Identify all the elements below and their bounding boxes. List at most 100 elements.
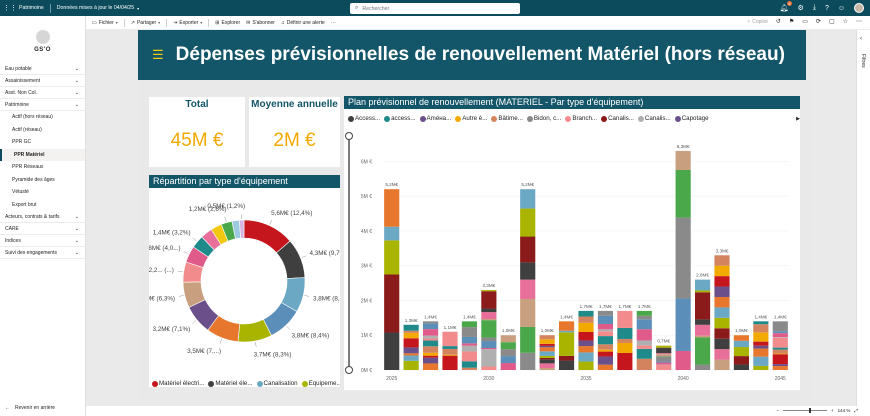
chevron-down-icon[interactable]: ▾: [137, 5, 140, 11]
bar-segment[interactable]: [617, 338, 633, 343]
bar-segment[interactable]: [461, 345, 478, 352]
menu-exporter[interactable]: ⇥ Exporter ▾: [173, 20, 202, 26]
filters-pane[interactable]: ‹ Filtres: [856, 30, 870, 406]
legend-item[interactable]: Canalis...: [637, 115, 671, 122]
bar-segment[interactable]: [656, 345, 672, 348]
bar-segment[interactable]: [520, 262, 536, 280]
bar-segment[interactable]: [539, 359, 555, 364]
stacked-bar-chart[interactable]: 0M € 1M € 2M € 3M € 4M € 5M € 6M € 5,2M€ 1,3M€ 1,…: [344, 124, 800, 390]
sidebar-item[interactable]: Asst. Non Col. ⌄: [0, 87, 85, 99]
bar-segment[interactable]: [558, 332, 575, 356]
bar-segment[interactable]: [422, 338, 439, 341]
legend-item[interactable]: Autre é...: [455, 115, 487, 122]
bar-segment[interactable]: [753, 321, 769, 325]
bar-segment[interactable]: [481, 291, 497, 309]
bar-segment[interactable]: [753, 332, 769, 342]
bar-segment[interactable]: [422, 329, 439, 336]
zoom-control[interactable]: − + 144 % ⤢: [776, 408, 858, 413]
bar-segment[interactable]: [500, 356, 516, 364]
bar-segment[interactable]: [675, 170, 691, 218]
bar-segment[interactable]: [772, 337, 788, 338]
bar-segment[interactable]: [656, 356, 672, 362]
bar-segment[interactable]: [617, 310, 633, 328]
bar-segment[interactable]: [422, 323, 439, 330]
kpi-average[interactable]: Moyenne annuelle 2M €: [249, 97, 340, 167]
bar-segment[interactable]: [422, 346, 439, 353]
bar-segment[interactable]: [500, 349, 516, 357]
bar-segment[interactable]: [694, 324, 711, 336]
bar-segment[interactable]: [733, 364, 750, 370]
chevron-left-icon[interactable]: ‹: [860, 36, 862, 42]
bar-segment[interactable]: [694, 292, 711, 320]
bar-segment[interactable]: [753, 324, 769, 333]
bar-segment[interactable]: [636, 329, 652, 341]
bar-segment[interactable]: [481, 347, 497, 350]
bar-segment[interactable]: [520, 236, 536, 263]
menu-alerte[interactable]: ♫ Définir une alerte: [281, 20, 325, 26]
bar-segment[interactable]: [597, 364, 614, 370]
zoom-slider[interactable]: [782, 408, 827, 413]
legend-item[interactable]: Access...: [348, 115, 380, 122]
more-icon[interactable]: ⋯: [856, 19, 862, 25]
bar-segment[interactable]: [578, 332, 594, 341]
bar-segment[interactable]: [694, 335, 711, 338]
bar-segment[interactable]: [558, 355, 575, 361]
bar-segment[interactable]: [578, 322, 594, 333]
reset-icon[interactable]: ↺: [775, 19, 781, 25]
sidebar-item[interactable]: Vétusté: [0, 186, 85, 199]
bar-segment[interactable]: [714, 276, 730, 287]
sidebar-item[interactable]: Acteurs, contrats & tarifs ⌄: [0, 211, 85, 223]
bar-segment[interactable]: [422, 363, 439, 370]
bar-segment[interactable]: [539, 357, 555, 360]
bar-segment[interactable]: [656, 364, 672, 370]
bar-segment[interactable]: [675, 298, 691, 351]
bar-segment[interactable]: [461, 336, 478, 344]
sidebar-item[interactable]: Actif (hors réseau): [0, 111, 85, 124]
bar-segment[interactable]: [481, 366, 497, 370]
bar-segment[interactable]: [520, 298, 536, 327]
bar-segment[interactable]: [694, 364, 711, 370]
copilot-button[interactable]: ✧ Copilot: [746, 18, 768, 25]
bar-segment[interactable]: [772, 347, 788, 350]
bar-legend[interactable]: Access... access... Améна... Autre é... Bâti…: [344, 113, 800, 124]
bar-segment[interactable]: [461, 367, 478, 370]
legend-item[interactable]: Equipeme...: [301, 380, 340, 387]
bar-segment[interactable]: [481, 341, 497, 348]
bar-segment[interactable]: [539, 351, 555, 356]
legend-next-icon[interactable]: ▶: [796, 115, 800, 122]
legend-item[interactable]: Bâtime...: [491, 115, 523, 122]
bar-segment[interactable]: [772, 364, 788, 367]
back-button[interactable]: ← Revenir en arrière: [5, 405, 55, 411]
bar-panel[interactable]: Plan prévisionnel de renouvellement (MAT…: [344, 96, 800, 390]
sidebar-item[interactable]: Actif (réseau): [0, 124, 85, 137]
bar-segment[interactable]: [481, 312, 497, 320]
bar-segment[interactable]: [636, 358, 652, 370]
bar-segment[interactable]: [539, 345, 555, 348]
bar-segment[interactable]: [384, 274, 400, 333]
bar-segment[interactable]: [403, 355, 419, 361]
bar-segment[interactable]: [714, 307, 730, 318]
bar-segment[interactable]: [694, 319, 711, 325]
bar-segment[interactable]: [694, 279, 711, 291]
avatar[interactable]: [854, 3, 864, 13]
sidebar-item[interactable]: PPR GC: [0, 136, 85, 149]
bar-segment[interactable]: [539, 339, 555, 344]
sidebar-item[interactable]: Export brut: [0, 199, 85, 212]
bar-segment[interactable]: [422, 357, 439, 364]
bar-segment[interactable]: [656, 348, 672, 354]
bar-segment[interactable]: [597, 344, 614, 350]
legend-item[interactable]: Bidon, c...: [526, 115, 561, 122]
bar-segment[interactable]: [597, 329, 614, 332]
bar-segment[interactable]: [772, 337, 788, 348]
gear-icon[interactable]: ⚙: [797, 5, 804, 12]
view-icon[interactable]: ▭: [802, 19, 808, 25]
bar-segment[interactable]: [733, 335, 750, 341]
bar-segment[interactable]: [636, 345, 652, 349]
bar-segment[interactable]: [772, 353, 788, 355]
dataset-status[interactable]: Données mises à jour le 04/04/25: [56, 5, 135, 11]
bar-segment[interactable]: [461, 351, 478, 362]
bar-segment[interactable]: [403, 360, 419, 370]
sidebar-item[interactable]: Eau potable ⌄: [0, 63, 85, 75]
zoom-out-icon[interactable]: −: [776, 408, 779, 413]
legend-item[interactable]: Capotage: [674, 115, 709, 122]
